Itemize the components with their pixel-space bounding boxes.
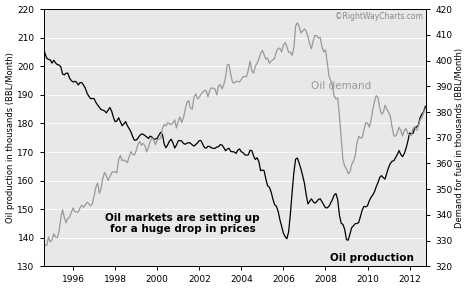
Text: Oil demand: Oil demand: [311, 81, 371, 91]
Text: Oil production: Oil production: [329, 253, 414, 263]
Y-axis label: Oil production in thousands (BBL/Month): Oil production in thousands (BBL/Month): [6, 52, 15, 223]
Y-axis label: Demand for fuel in thousands (BBL/Month): Demand for fuel in thousands (BBL/Month): [455, 48, 464, 228]
Text: ©RightWayCharts.com: ©RightWayCharts.com: [335, 12, 423, 21]
Text: Oil markets are setting up
for a huge drop in prices: Oil markets are setting up for a huge dr…: [105, 213, 260, 234]
